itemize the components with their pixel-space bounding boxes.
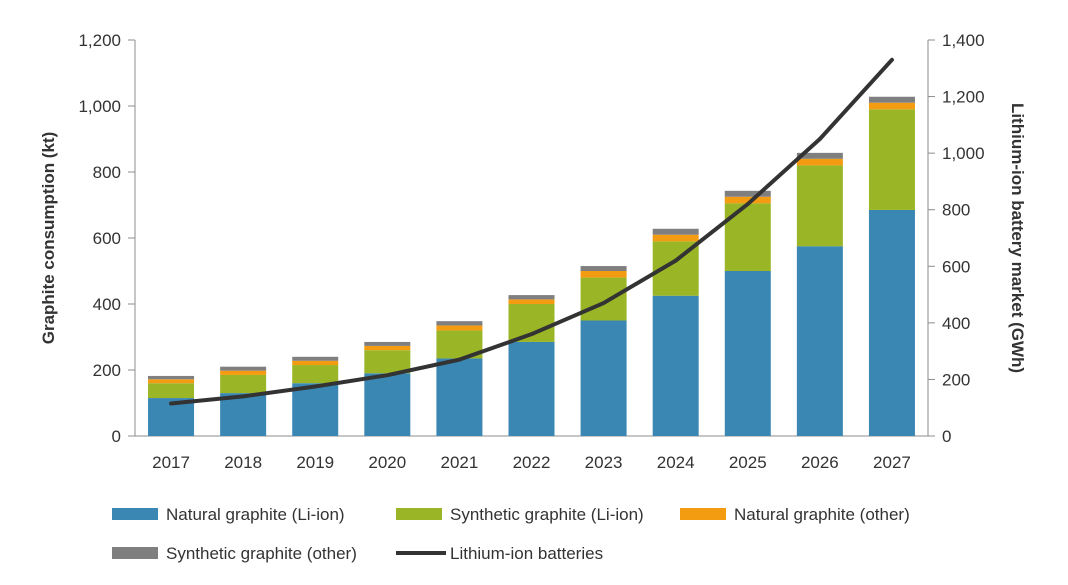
bar-natural-graphite-other — [364, 345, 411, 351]
bar-natural-graphite-other — [436, 325, 483, 331]
legend-label-lithium-ion-batteries: Lithium-ion batteries — [450, 544, 603, 563]
x-tick-label: 2026 — [801, 453, 839, 472]
bar-synthetic-graphite-li-ion — [868, 109, 915, 210]
bars-layer — [148, 96, 915, 436]
bar-synthetic-graphite-other — [148, 375, 195, 380]
x-tick-label: 2017 — [152, 453, 190, 472]
bar-synthetic-graphite-other — [508, 295, 555, 300]
bar-natural-graphite-other — [868, 102, 915, 110]
x-tick-label: 2021 — [440, 453, 478, 472]
bar-natural-graphite-li-ion — [364, 373, 411, 436]
bar-synthetic-graphite-li-ion — [724, 203, 771, 271]
bar-synthetic-graphite-other — [220, 366, 267, 371]
y-left-tick-label: 400 — [93, 295, 121, 314]
legend-swatch-synthetic-graphite-li-ion — [396, 508, 442, 520]
bar-natural-graphite-li-ion — [508, 341, 555, 436]
x-tick-label: 2018 — [224, 453, 262, 472]
x-tick-label: 2019 — [296, 453, 334, 472]
bar-natural-graphite-li-ion — [580, 320, 627, 436]
axes-layer: 0 200 400 600 800 1,000 1,200 0 200 400 600 800 1,00… — [39, 31, 1027, 472]
legend-swatch-synthetic-graphite-other — [112, 547, 158, 559]
bar-natural-graphite-other — [652, 234, 699, 242]
bar-natural-graphite-other — [292, 360, 339, 366]
bar-synthetic-graphite-other — [796, 152, 843, 159]
y-right-tick-label: 1,000 — [942, 144, 985, 163]
x-tick-label: 2020 — [368, 453, 406, 472]
line-lithium-ion-batteries — [169, 57, 894, 406]
x-tick-label: 2023 — [585, 453, 623, 472]
legend-label-synthetic-graphite-other: Synthetic graphite (other) — [166, 544, 357, 563]
y-axis-left-title: Graphite consumption (kt) — [39, 132, 58, 345]
legend: Natural graphite (Li-ion) Synthetic graph… — [112, 505, 910, 563]
x-tick-label: 2025 — [729, 453, 767, 472]
x-tick-label: 2022 — [513, 453, 551, 472]
bar-natural-graphite-li-ion — [220, 393, 267, 436]
legend-label-synthetic-graphite-li-ion: Synthetic graphite (Li-ion) — [450, 505, 644, 524]
bar-synthetic-graphite-other — [292, 356, 339, 361]
bar-synthetic-graphite-li-ion — [796, 165, 843, 247]
x-tick-label: 2027 — [873, 453, 911, 472]
y-left-tick-label: 800 — [93, 163, 121, 182]
bar-synthetic-graphite-other — [436, 321, 483, 326]
y-right-tick-label: 0 — [942, 427, 951, 446]
bar-natural-graphite-other — [724, 196, 771, 204]
bar-natural-graphite-other — [508, 299, 555, 304]
bar-synthetic-graphite-li-ion — [148, 383, 195, 399]
y-left-tick-label: 200 — [93, 361, 121, 380]
bar-synthetic-graphite-other — [580, 266, 627, 271]
y-axis-right-title: Lithium-ion battery market (GWh) — [1008, 103, 1027, 373]
y-left-tick-label: 1,000 — [78, 97, 121, 116]
legend-label-natural-graphite-li-ion: Natural graphite (Li-ion) — [166, 505, 345, 524]
bar-natural-graphite-other — [796, 158, 843, 166]
bar-natural-graphite-li-ion — [724, 271, 771, 436]
x-tick-label: 2024 — [657, 453, 695, 472]
bar-natural-graphite-li-ion — [796, 246, 843, 436]
y-right-tick-label: 800 — [942, 201, 970, 220]
y-left-tick-label: 0 — [112, 427, 121, 446]
bar-synthetic-graphite-other — [868, 96, 915, 103]
bar-synthetic-graphite-li-ion — [220, 374, 267, 394]
bar-natural-graphite-li-ion — [868, 209, 915, 436]
bar-natural-graphite-other — [148, 379, 195, 384]
bar-synthetic-graphite-li-ion — [364, 350, 411, 374]
y-right-tick-label: 1,400 — [942, 31, 985, 50]
bar-natural-graphite-li-ion — [436, 358, 483, 436]
legend-swatch-natural-graphite-other — [680, 508, 726, 520]
bar-natural-graphite-li-ion — [292, 383, 339, 436]
line-layer — [169, 57, 894, 406]
y-left-tick-label: 600 — [93, 229, 121, 248]
y-right-tick-label: 200 — [942, 370, 970, 389]
bar-natural-graphite-li-ion — [652, 295, 699, 436]
bar-synthetic-graphite-other — [652, 228, 699, 235]
y-left-tick-label: 1,200 — [78, 31, 121, 50]
bar-synthetic-graphite-other — [724, 190, 771, 197]
legend-label-natural-graphite-other: Natural graphite (other) — [734, 505, 910, 524]
bar-synthetic-graphite-li-ion — [580, 277, 627, 321]
bar-natural-graphite-other — [580, 271, 627, 278]
bar-synthetic-graphite-li-ion — [292, 365, 339, 384]
y-right-tick-label: 1,200 — [942, 88, 985, 107]
y-right-tick-label: 400 — [942, 314, 970, 333]
y-right-tick-label: 600 — [942, 257, 970, 276]
bar-synthetic-graphite-other — [364, 341, 411, 346]
legend-swatch-natural-graphite-li-ion — [112, 508, 158, 520]
bar-natural-graphite-other — [220, 370, 267, 375]
